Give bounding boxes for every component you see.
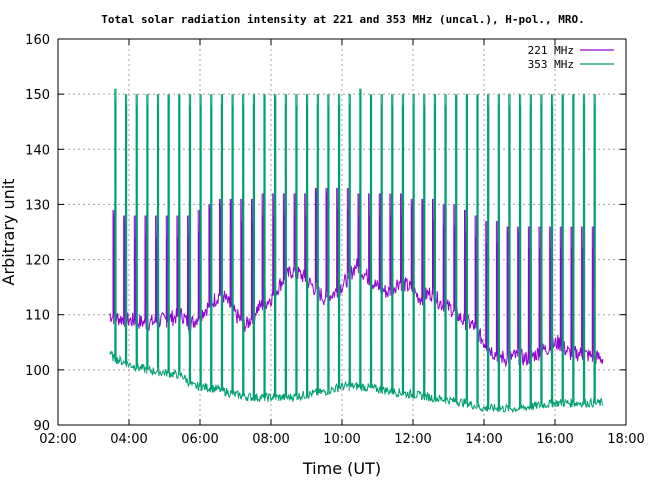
chart-title: Total solar radiation intensity at 221 a…: [101, 13, 584, 26]
y-tick-label: 140: [25, 143, 50, 158]
legend: 221 MHz 353 MHz: [528, 44, 614, 71]
y-tick-label: 110: [25, 309, 50, 324]
x-tick-label: 06:00: [181, 432, 218, 447]
x-tick-label: 18:00: [607, 432, 644, 447]
x-tick-label: 04:00: [110, 432, 147, 447]
series-221-mhz: [109, 187, 604, 368]
x-tick-label: 16:00: [536, 432, 573, 447]
x-tick-label: 08:00: [252, 432, 289, 447]
y-tick-label: 100: [25, 364, 50, 379]
y-tick-label: 130: [25, 198, 50, 213]
y-tick-label: 120: [25, 254, 50, 269]
x-tick-label: 14:00: [465, 432, 502, 447]
series-line: [109, 88, 604, 414]
y-tick-label: 90: [33, 419, 50, 434]
series-line: [109, 187, 604, 368]
series-353-mhz: [109, 88, 604, 414]
plot-series: [109, 88, 604, 414]
x-tick-label: 12:00: [394, 432, 431, 447]
x-tick-label: 02:00: [39, 432, 76, 447]
y-axis-label: Arbitrary unit: [0, 179, 18, 286]
x-tick-label: 10:00: [323, 432, 360, 447]
ticks: 90 100 110 120 130 140 150 160 02:00 04:00 06:00 08…: [25, 33, 645, 447]
legend-label-221: 221 MHz: [528, 44, 574, 57]
legend-label-353: 353 MHz: [528, 58, 574, 71]
y-tick-label: 150: [25, 88, 50, 103]
x-axis-label: Time (UT): [302, 459, 381, 478]
y-tick-label: 160: [25, 33, 50, 48]
